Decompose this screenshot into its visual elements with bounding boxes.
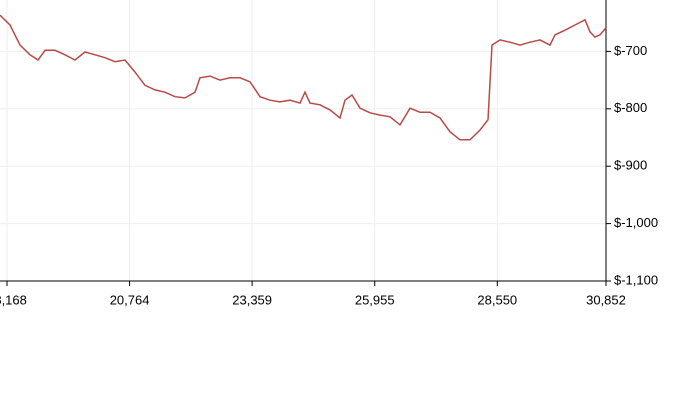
x-tick-label: 20,764 xyxy=(110,292,150,307)
y-tick-label: $-700 xyxy=(614,43,647,58)
y-tick-label: $-900 xyxy=(614,158,647,173)
data-line xyxy=(0,14,607,141)
y-tick-label: $-1,000 xyxy=(614,215,658,230)
x-tick-label: 28,550 xyxy=(477,292,517,307)
x-tick-label: 25,955 xyxy=(355,292,395,307)
x-tick-label: 30,852 xyxy=(586,292,626,307)
x-tick-label: 18,168 xyxy=(0,292,27,307)
y-tick-label: $-1,100 xyxy=(614,272,658,287)
x-tick-label: 23,359 xyxy=(232,292,272,307)
y-tick-label: $-800 xyxy=(614,100,647,115)
